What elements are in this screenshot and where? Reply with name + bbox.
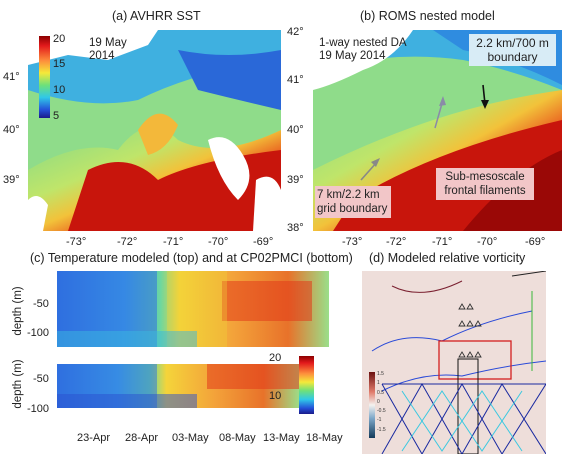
cbar-d-tick-1: 1.5: [377, 371, 384, 377]
panel-a-title: (a) AVHRR SST: [112, 9, 201, 23]
panel-b-note: 1-way nested DA 19 May 2014: [319, 37, 407, 63]
panel-d-colorbar: [369, 372, 375, 438]
grid-label-line2: grid boundary: [317, 203, 388, 215]
panel-a-lon-73: -73°: [66, 236, 87, 248]
panel-c-colorbar: [299, 356, 314, 414]
panel-c-top-plot: [57, 271, 329, 347]
panel-a-lat-40: 40°: [3, 124, 20, 136]
panel-b-lon-72: -72°: [386, 236, 407, 248]
cbar-d-tick-4: 0: [377, 398, 380, 405]
panel-c-xtick-23apr: 23-Apr: [77, 432, 111, 444]
panel-b-lon-73: -73°: [342, 236, 363, 248]
panel-b-lat-40: 40°: [287, 124, 304, 136]
cbar-d-tick-5: -0.5: [377, 408, 386, 415]
panel-c-bottom-ylabel: depth (m): [12, 359, 24, 409]
panel-c-title: (c) Temperature modeled (top) and at CP0…: [30, 251, 353, 265]
panel-c-xtick-28apr: 28-Apr: [125, 432, 159, 444]
panel-a-lon-71: -71°: [163, 236, 184, 248]
boundary-label-line1: 2.2 km/700 m: [476, 36, 549, 50]
panel-c-xtick-18may: 18-May: [306, 432, 343, 444]
cbar-a-tick-20: 20: [53, 33, 66, 45]
panel-b-lon-69: -69°: [525, 236, 546, 248]
cbar-d-tick-2: 1: [377, 380, 380, 387]
panel-a-date: 19 May 2014: [89, 37, 127, 63]
cbar-c-tick-10: 10: [269, 390, 282, 402]
panel-b-lat-39: 39°: [287, 174, 304, 186]
panel-a-date-line2: 2014: [89, 50, 115, 62]
panel-b-lon-71: -71°: [432, 236, 453, 248]
panel-c-xtick-13may: 13-May: [263, 432, 300, 444]
panel-d-cbar-ticks: 1.5 1 0.5 0 -0.5 -1 -1.5: [377, 370, 386, 435]
panel-b-lat-41: 41°: [287, 74, 304, 86]
panel-b-lat-42: 42°: [287, 26, 304, 38]
cbar-d-tick-3: 0.5: [377, 389, 384, 396]
panel-c-top-ytick-100: -100: [27, 327, 50, 339]
filaments-label-line2: frontal filaments: [444, 185, 526, 197]
mooring-triangles: [458, 303, 482, 358]
panel-d-map: [362, 271, 546, 454]
panel-c-top-ytick-50: -50: [33, 298, 49, 310]
panel-a-lon-70: -70°: [208, 236, 229, 248]
cbar-c-tick-20: 20: [269, 352, 282, 364]
panel-c-top-ylabel: depth (m): [12, 286, 24, 336]
filaments-label-line1: Sub-mesoscale: [445, 171, 525, 183]
panel-b-lon-70: -70°: [477, 236, 498, 248]
panel-a-colorbar: [39, 36, 50, 118]
panel-a-lat-41: 41°: [3, 71, 20, 83]
panel-b-note-line2: 19 May 2014: [319, 50, 386, 62]
panel-b-title: (b) ROMS nested model: [360, 9, 495, 23]
boundary-label-line2: boundary: [487, 50, 538, 64]
panel-a-lat-39: 39°: [3, 174, 20, 186]
panel-c-xtick-08may: 08-May: [219, 432, 256, 444]
panel-a-date-line1: 19 May: [89, 37, 127, 49]
panel-b-note-line1: 1-way nested DA: [319, 37, 407, 49]
panel-b-lat-38: 38°: [287, 222, 304, 234]
panel-a-lon-69: -69°: [253, 236, 274, 248]
panel-c-bottom-plot: [57, 364, 300, 408]
panel-c-bottom-ytick-50: -50: [33, 373, 49, 385]
panel-c-bottom-ytick-100: -100: [27, 403, 50, 415]
panel-d-title: (d) Modeled relative vorticity: [369, 251, 526, 265]
grid-label-box: 7 km/2.2 km grid boundary: [315, 186, 391, 218]
cbar-d-tick-7: -1.5: [377, 426, 386, 433]
cbar-d-tick-6: -1: [377, 417, 382, 424]
grid-label-line1: 7 km/2.2 km: [317, 189, 380, 201]
panel-c-xtick-03may: 03-May: [172, 432, 209, 444]
panel-a-map: [28, 30, 281, 231]
filaments-label-box: Sub-mesoscale frontal filaments: [436, 168, 534, 200]
panel-a-lon-72: -72°: [117, 236, 138, 248]
boundary-label-box: 2.2 km/700 m boundary: [469, 34, 556, 66]
cbar-a-tick-5: 5: [53, 110, 60, 122]
cbar-a-tick-10: 10: [53, 84, 66, 96]
cbar-a-tick-15: 15: [53, 58, 66, 70]
